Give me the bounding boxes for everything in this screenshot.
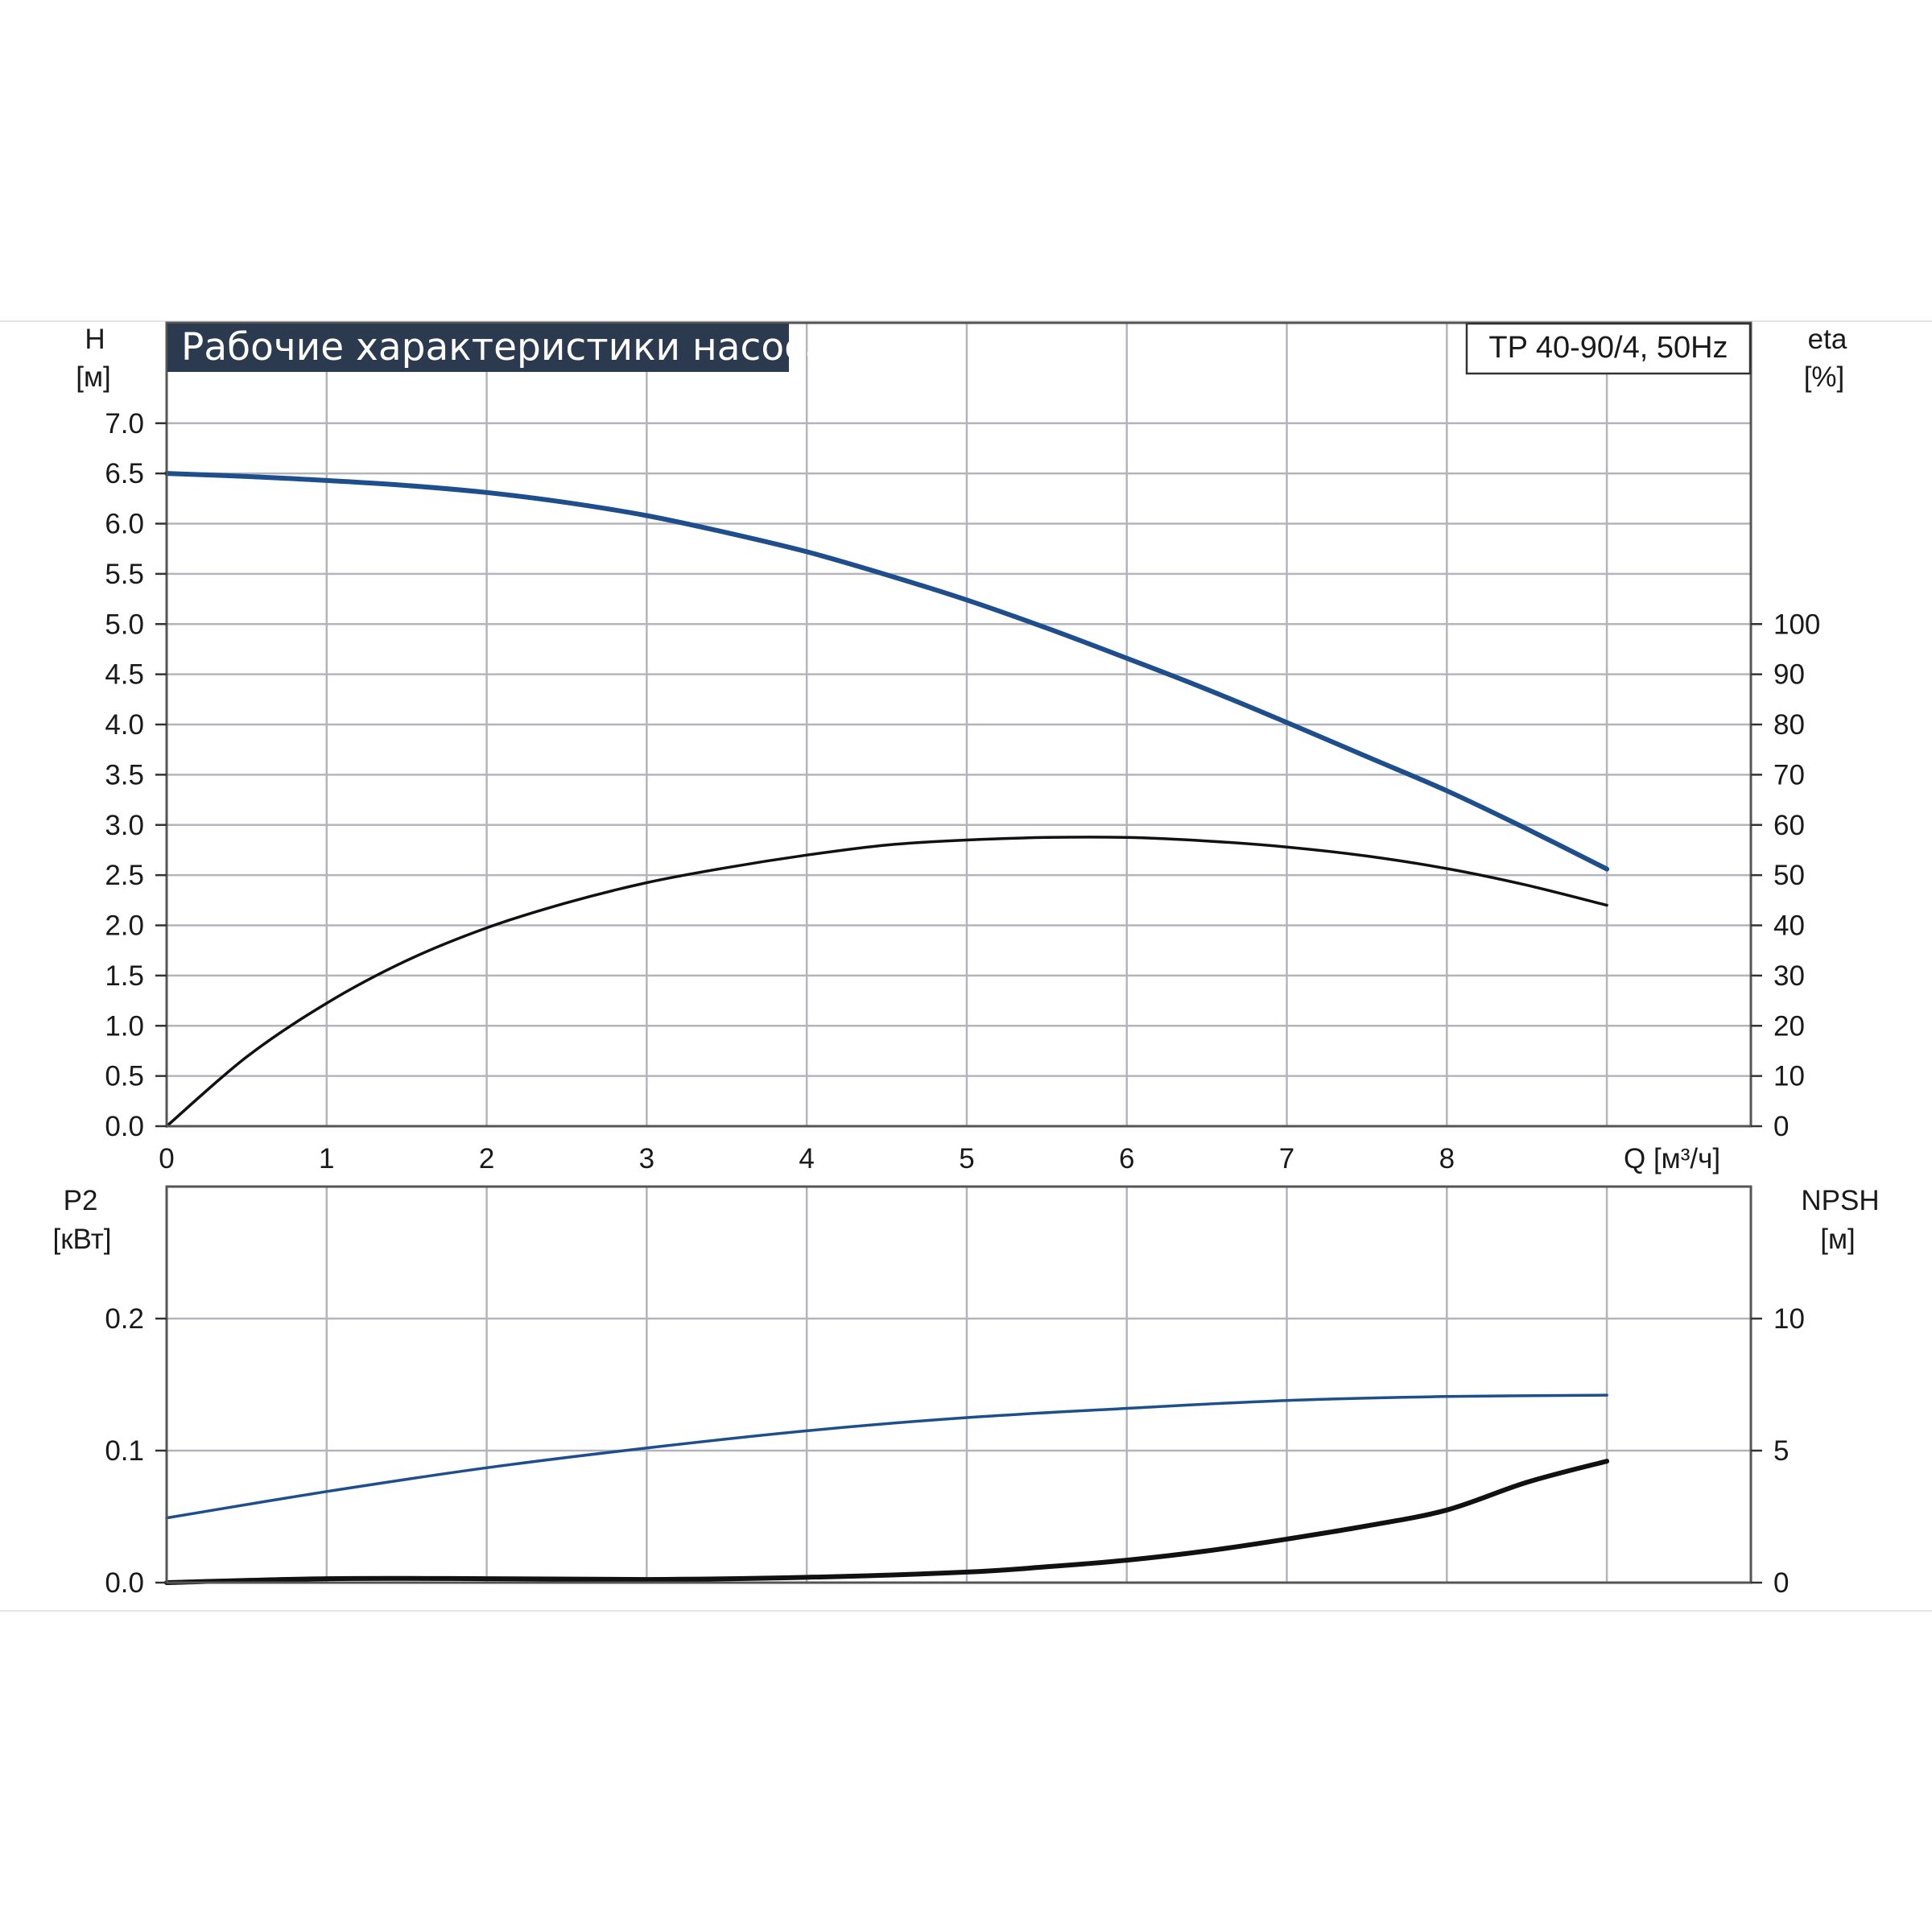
q-axis-title: Q [м³/ч] [1624,1143,1720,1174]
lower-tick-labels: 0.0 0.1 0.2 0 5 10 [105,1303,1805,1599]
y-right-tick-label: 10 [1773,1303,1805,1335]
eta-axis-unit: [%] [1804,361,1845,393]
y-left-tick-label: 0.1 [105,1435,144,1467]
y-left-tick-label: 6.0 [105,509,144,540]
main-grid [167,323,1751,1126]
y-right-tick-label: 0 [1773,1567,1789,1599]
y-left-tick-label: 2.0 [105,910,144,942]
y-left-tick-label: 4.0 [105,709,144,741]
y-left-tick-label: 3.5 [105,759,144,791]
x-tick-label: 8 [1439,1143,1455,1174]
y-right-tick-label: 0 [1773,1111,1789,1142]
y-right-tick-label: 70 [1773,759,1805,791]
h-axis-title: H [85,324,105,355]
y-right-tick-label: 20 [1773,1010,1805,1042]
y-left-tick-label: 1.0 [105,1010,144,1042]
power-curve-p2 [165,1393,1608,1520]
y-right-tick-label: 50 [1773,860,1805,891]
x-tick-label: 5 [959,1143,974,1174]
npsh-axis-title: NPSH [1801,1185,1879,1216]
lower-grid [167,1187,1751,1583]
x-tick-label: 4 [799,1143,814,1174]
eta-axis-title: eta [1808,324,1847,355]
y-right-tick-label: 10 [1773,1061,1805,1092]
x-tick-label: 0 [159,1143,174,1174]
x-tick-label: 1 [319,1143,334,1174]
y-left-tick-label: 1.5 [105,960,144,992]
y-right-tick-label: 80 [1773,709,1805,741]
x-tick-label: 3 [639,1143,654,1174]
y-right-tick-label: 30 [1773,960,1805,992]
p2-axis-unit: [кВт] [53,1224,112,1255]
lower-plot-frame [165,1185,1752,1584]
model-box [1465,322,1752,375]
y-left-tick-label: 7.0 [105,408,144,440]
y-left-tick-label: 0.2 [105,1303,144,1335]
head-curve-h [164,471,1610,872]
y-left-tick-label: 5.0 [105,609,144,640]
npsh-curve [164,1459,1610,1585]
y-left-tick-label: 0.0 [105,1567,144,1599]
y-right-tick-label: 5 [1773,1435,1789,1467]
x-tick-label: 6 [1119,1143,1134,1174]
y-left-tick-label: 5.5 [105,559,144,590]
y-left-tick-label: 0.0 [105,1111,144,1142]
y-left-tick-label: 4.5 [105,659,144,691]
lower-series [164,1393,1610,1585]
h-axis-unit: [м] [76,361,111,393]
npsh-axis-unit: [м] [1820,1224,1856,1255]
model-label: TP 40-90/4, 50Hz [1488,331,1728,365]
x-tick-label: 2 [479,1143,494,1174]
y-right-tick-label: 100 [1773,609,1820,640]
y-right-tick-label: 90 [1773,659,1805,691]
y-left-tick-label: 6.5 [105,458,144,489]
y-left-tick-label: 0.5 [105,1061,144,1092]
efficiency-curve-eta [165,836,1608,1128]
chart-title: Рабочие характеристики насоса [181,325,828,369]
main-series [164,471,1610,1128]
x-tick-label: 7 [1279,1143,1294,1174]
y-left-tick-label: 2.5 [105,860,144,891]
chart-title-bg [167,324,789,372]
y-right-tick-label: 60 [1773,810,1805,841]
p2-axis-title: P2 [64,1185,98,1216]
y-right-tick-label: 40 [1773,910,1805,942]
main-tick-labels: 0 1 2 3 4 5 6 7 8 0.0 0.5 1.0 1.5 2.0 2.5 3.0 3.5 4.0 4.5 5… [105,408,1820,1174]
y-left-tick-label: 3.0 [105,810,144,841]
